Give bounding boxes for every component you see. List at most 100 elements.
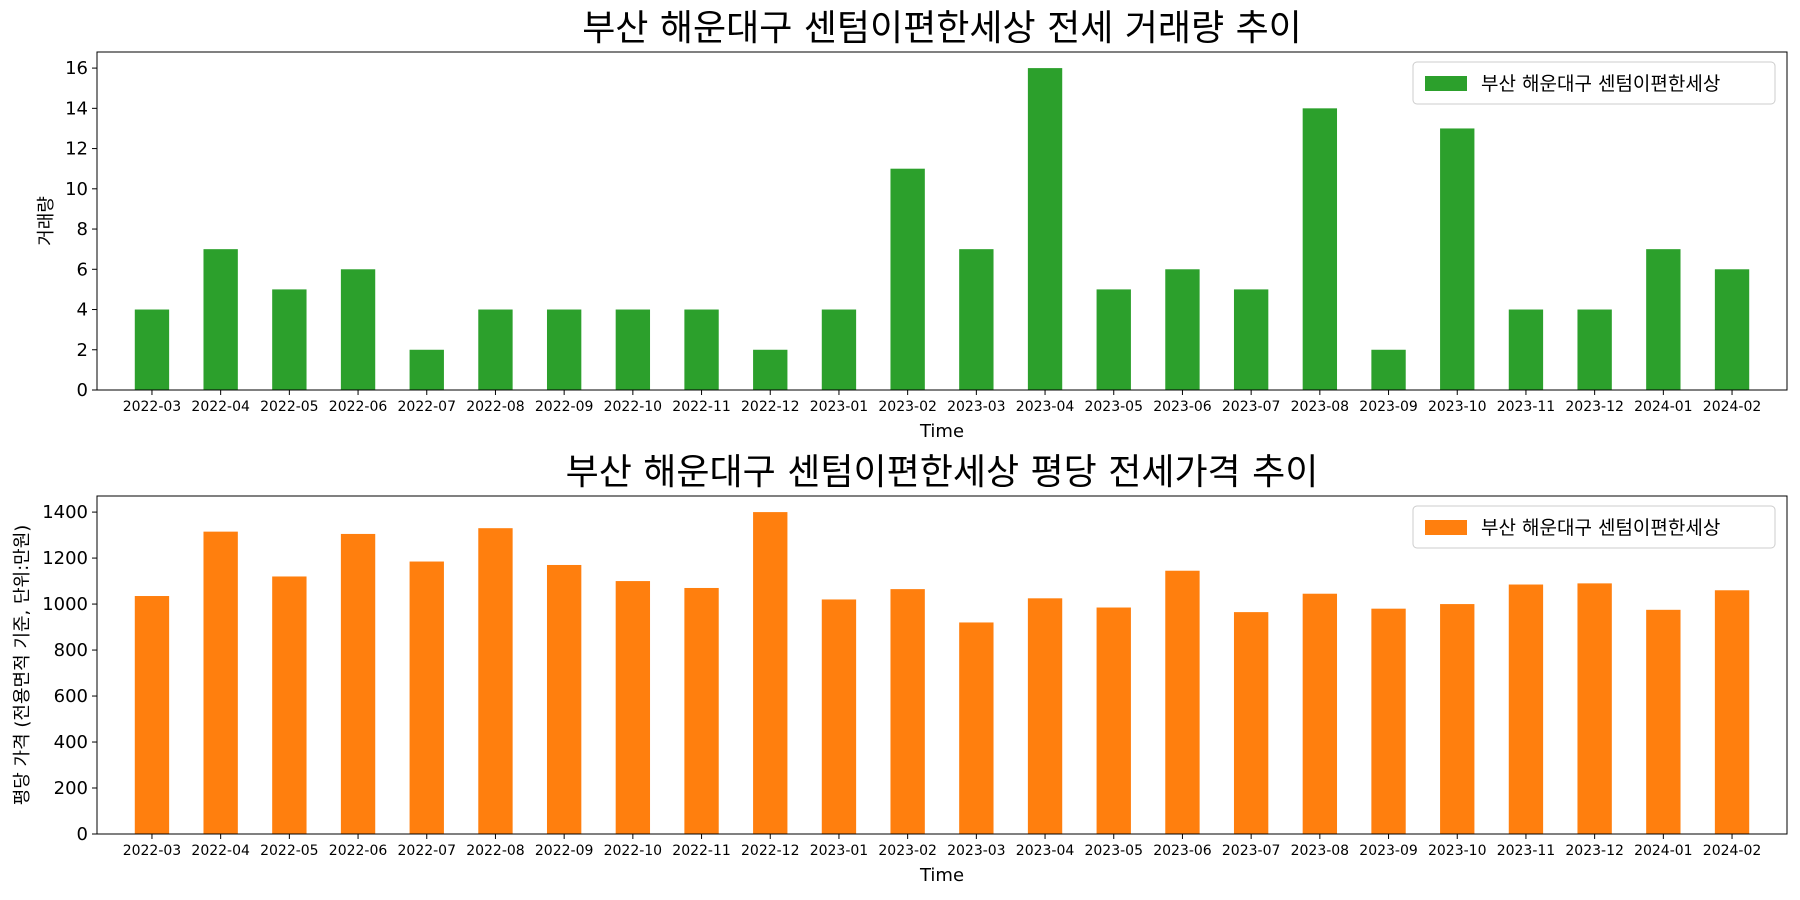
x-tick-label: 2022-06 — [329, 843, 388, 859]
x-tick-label: 2022-07 — [398, 399, 457, 415]
bar — [409, 349, 444, 390]
x-tick-label: 2023-12 — [1565, 399, 1624, 415]
legend: 부산 해운대구 센텀이편한세상 — [1412, 61, 1776, 105]
x-tick-label: 2022-06 — [329, 399, 388, 415]
x-tick-label: 2024-02 — [1703, 399, 1762, 415]
bar — [890, 168, 925, 390]
x-tick-label: 2023-09 — [1359, 399, 1418, 415]
bar — [1714, 269, 1750, 390]
bar — [272, 289, 307, 390]
chart-svg: 부산 해운대구 센텀이편한세상 전세 거래량 추이 2022-03 2022-04 2… — [36, 8, 1788, 442]
bar — [959, 622, 994, 834]
y-tick-label: 1000 — [42, 594, 88, 615]
price-per-pyeong-chart: 부산 해운대구 센텀이편한세상 평당 전세가격 추이 2022-03 2022-04… — [0, 450, 1800, 900]
x-tick-label: 2024-02 — [1703, 843, 1762, 859]
bar — [1508, 309, 1544, 390]
bar — [409, 561, 444, 834]
bar — [1096, 607, 1131, 834]
y-tick-label: 0 — [77, 824, 88, 845]
bar — [615, 581, 651, 834]
chart-svg: 부산 해운대구 센텀이편한세상 평당 전세가격 추이 2022-03 2022-04… — [12, 452, 1788, 886]
bar — [478, 528, 513, 834]
x-tick-label: 2022-09 — [535, 843, 594, 859]
bar — [203, 249, 238, 390]
bar — [1302, 108, 1338, 390]
bar — [272, 576, 307, 834]
x-tick-label: 2023-10 — [1428, 399, 1487, 415]
x-tick-label: 2022-12 — [741, 399, 800, 415]
bar — [134, 596, 170, 834]
legend: 부산 해운대구 센텀이편한세상 — [1412, 505, 1776, 549]
x-tick-label: 2024-01 — [1634, 399, 1693, 415]
plot-frame — [96, 51, 1788, 391]
bar — [546, 564, 582, 834]
x-tick-label: 2022-12 — [741, 843, 800, 859]
x-tick-label: 2023-07 — [1222, 399, 1281, 415]
y-tick-label: 4 — [77, 300, 88, 321]
x-tick-label: 2022-04 — [191, 843, 250, 859]
x-tick-label: 2022-05 — [260, 843, 319, 859]
y-tick-label: 10 — [65, 179, 88, 200]
bar — [959, 249, 994, 390]
bar — [1233, 289, 1269, 390]
x-tick-label: 2022-03 — [123, 399, 182, 415]
y-tick-label: 16 — [65, 58, 88, 79]
bar — [340, 533, 376, 834]
legend-swatch — [1425, 76, 1467, 91]
x-tick-label: 2023-05 — [1084, 399, 1143, 415]
x-tick-label: 2022-11 — [672, 399, 731, 415]
y-tick-label: 400 — [54, 732, 88, 753]
x-tick-label: 2023-12 — [1565, 843, 1624, 859]
x-tick-label: 2024-01 — [1634, 843, 1693, 859]
legend-label: 부산 해운대구 센텀이편한세상 — [1481, 517, 1720, 539]
x-tick-label: 2023-06 — [1153, 843, 1212, 859]
y-tick-label: 6 — [77, 259, 88, 280]
bar — [1577, 583, 1612, 834]
x-tick-label: 2023-04 — [1016, 399, 1075, 415]
x-axis-label: Time — [919, 421, 964, 442]
bar — [1027, 598, 1063, 834]
x-tick-label: 2023-02 — [878, 843, 937, 859]
bar — [1714, 590, 1750, 834]
x-tick-label: 2022-10 — [604, 843, 663, 859]
x-tick-label: 2023-08 — [1291, 843, 1350, 859]
bar — [1165, 269, 1200, 390]
bar — [1371, 608, 1406, 834]
y-tick-label: 0 — [77, 380, 88, 401]
bar — [1440, 128, 1475, 390]
bar — [615, 309, 651, 390]
x-tick-label: 2022-05 — [260, 399, 319, 415]
y-tick-label: 12 — [65, 139, 88, 160]
x-tick-label: 2023-01 — [810, 399, 869, 415]
bar — [1577, 309, 1612, 390]
bar — [134, 309, 170, 390]
bar — [1027, 68, 1063, 390]
x-tick-label: 2022-08 — [466, 843, 525, 859]
x-tick-label: 2023-08 — [1291, 399, 1350, 415]
y-tick-label: 14 — [65, 98, 88, 119]
bar — [753, 512, 788, 834]
bar — [203, 531, 238, 834]
bar — [1508, 584, 1544, 834]
bar — [1096, 289, 1131, 390]
x-tick-label: 2023-06 — [1153, 399, 1212, 415]
x-tick-label: 2022-10 — [604, 399, 663, 415]
bar — [821, 599, 857, 834]
bar — [1302, 593, 1338, 834]
x-tick-label: 2023-11 — [1497, 843, 1556, 859]
x-tick-label: 2023-07 — [1222, 843, 1281, 859]
x-tick-label: 2023-04 — [1016, 843, 1075, 859]
x-tick-label: 2023-05 — [1084, 843, 1143, 859]
legend-swatch — [1425, 520, 1467, 535]
x-axis-label: Time — [919, 865, 964, 886]
bar — [1646, 609, 1681, 834]
legend-label: 부산 해운대구 센텀이편한세상 — [1481, 73, 1720, 95]
bar — [684, 587, 719, 834]
bar — [821, 309, 857, 390]
y-tick-label: 8 — [77, 219, 88, 240]
chart-title: 부산 해운대구 센텀이편한세상 전세 거래량 추이 — [582, 8, 1302, 49]
bar — [753, 349, 788, 390]
plot-frame — [96, 495, 1788, 835]
x-tick-label: 2023-03 — [947, 399, 1006, 415]
y-tick-label: 1200 — [42, 548, 88, 569]
